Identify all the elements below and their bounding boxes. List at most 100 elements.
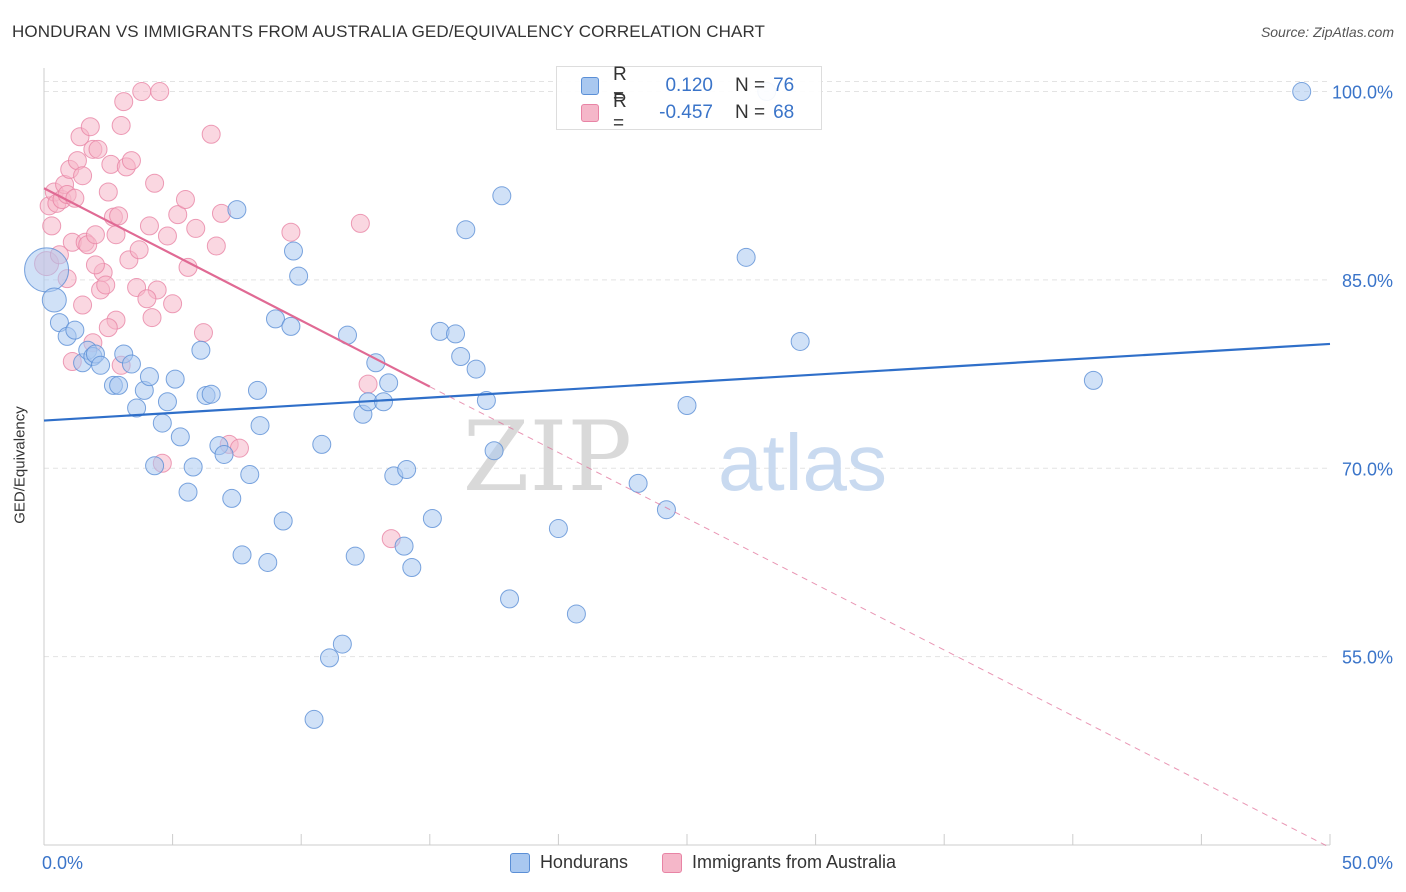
data-point (446, 324, 466, 344)
data-point (41, 287, 67, 313)
x-tick-label: 50.0% (1342, 853, 1393, 873)
data-point (548, 519, 568, 539)
data-point (332, 634, 352, 654)
data-point (736, 247, 756, 267)
data-point (456, 220, 476, 240)
data-point (73, 295, 93, 315)
data-point (73, 166, 93, 186)
legend-n-label: N = (735, 75, 766, 96)
data-point (183, 457, 203, 477)
watermark: ZIP atlas (463, 401, 887, 513)
legend-swatch-hondurans (509, 852, 530, 873)
data-point (121, 151, 141, 171)
data-point (157, 392, 177, 412)
legend-n-value: 76 (773, 75, 795, 96)
data-point (350, 213, 370, 233)
trend-extension (429, 386, 1331, 848)
data-point (91, 355, 111, 375)
data-point (265, 309, 285, 329)
legend-row-hondurans: R = 0.120 N = 76 (581, 64, 795, 107)
data-point (98, 318, 118, 338)
data-point (127, 398, 147, 418)
data-point (258, 552, 278, 572)
data-point (206, 236, 226, 256)
data-point (250, 416, 270, 436)
legend-item-immigrants-from-australia[interactable]: Immigrants from Australia (662, 852, 896, 873)
series-immigrants-from-australia (34, 82, 401, 549)
data-point (193, 323, 213, 343)
y-tick-label: 100.0% (1332, 83, 1393, 103)
legend-item-hondurans[interactable]: Hondurans (509, 852, 628, 873)
data-point (566, 604, 586, 624)
data-point (109, 375, 129, 395)
data-point (319, 648, 339, 668)
data-point (85, 255, 105, 275)
data-point (1292, 82, 1312, 102)
trend-line (43, 187, 431, 388)
data-point (656, 500, 676, 520)
y-tick-label: 85.0% (1342, 271, 1393, 291)
data-point (790, 331, 810, 351)
data-point (451, 347, 471, 367)
data-point (500, 589, 520, 609)
data-point (394, 536, 414, 556)
data-point (345, 546, 365, 566)
legend-swatch-hondurans (581, 77, 599, 95)
correlation-legend: R = 0.120 N = 76 R = -0.457 N = 68 (556, 64, 822, 134)
legend-r-label: R = (613, 91, 627, 134)
source-credit: Source: ZipAtlas.com (1260, 24, 1394, 40)
data-point (145, 456, 165, 476)
data-point (168, 205, 188, 225)
trend-line (43, 342, 1331, 422)
data-point (85, 225, 105, 245)
data-point (111, 115, 131, 135)
legend-r-value: -0.457 (659, 102, 713, 123)
data-point (142, 308, 162, 328)
data-point (42, 216, 62, 236)
data-point (145, 173, 165, 193)
data-point (165, 369, 185, 389)
data-point (422, 509, 442, 529)
x-tick-label: 0.0% (42, 853, 83, 873)
data-point (484, 441, 504, 461)
data-point (157, 226, 177, 246)
data-point (379, 373, 399, 393)
series-legend: Hondurans Immigrants from Australia (0, 852, 1406, 873)
data-point (227, 200, 247, 220)
legend-label-immigrants-from-australia: Immigrants from Australia (692, 852, 897, 872)
data-point (152, 413, 172, 433)
gridlines (44, 81, 1330, 658)
data-point (170, 427, 190, 447)
data-point (132, 82, 152, 102)
data-point (65, 320, 85, 340)
data-point (109, 206, 129, 226)
data-point (358, 374, 378, 394)
y-tick-label: 55.0% (1342, 648, 1393, 668)
data-point (88, 139, 108, 159)
data-point (80, 117, 100, 137)
data-point (628, 473, 648, 493)
legend-n-value: 68 (773, 102, 795, 123)
tick-labels: 55.0% 70.0% 85.0% 100.0% 0.0% 50.0% (42, 83, 1393, 873)
legend-swatch-immigrants-from-australia (581, 104, 599, 122)
data-point (247, 380, 267, 400)
data-point (476, 390, 496, 410)
data-point (397, 460, 417, 480)
legend-n-label: N = (735, 102, 766, 123)
data-point (98, 182, 118, 202)
legend-row-immigrants-from-australia: R = -0.457 N = 68 (581, 91, 795, 134)
data-point (150, 82, 170, 102)
data-point (96, 275, 116, 295)
data-point (214, 444, 234, 464)
data-point (304, 709, 324, 729)
chart-title: HONDURAN VS IMMIGRANTS FROM AUSTRALIA GE… (12, 22, 766, 41)
data-point (201, 384, 221, 404)
data-point (191, 340, 211, 360)
data-point (1083, 370, 1103, 390)
trend-lines (43, 187, 1331, 848)
data-point (273, 511, 293, 531)
legend-label-hondurans: Hondurans (539, 852, 628, 872)
data-point (163, 294, 183, 314)
data-point (402, 557, 422, 577)
